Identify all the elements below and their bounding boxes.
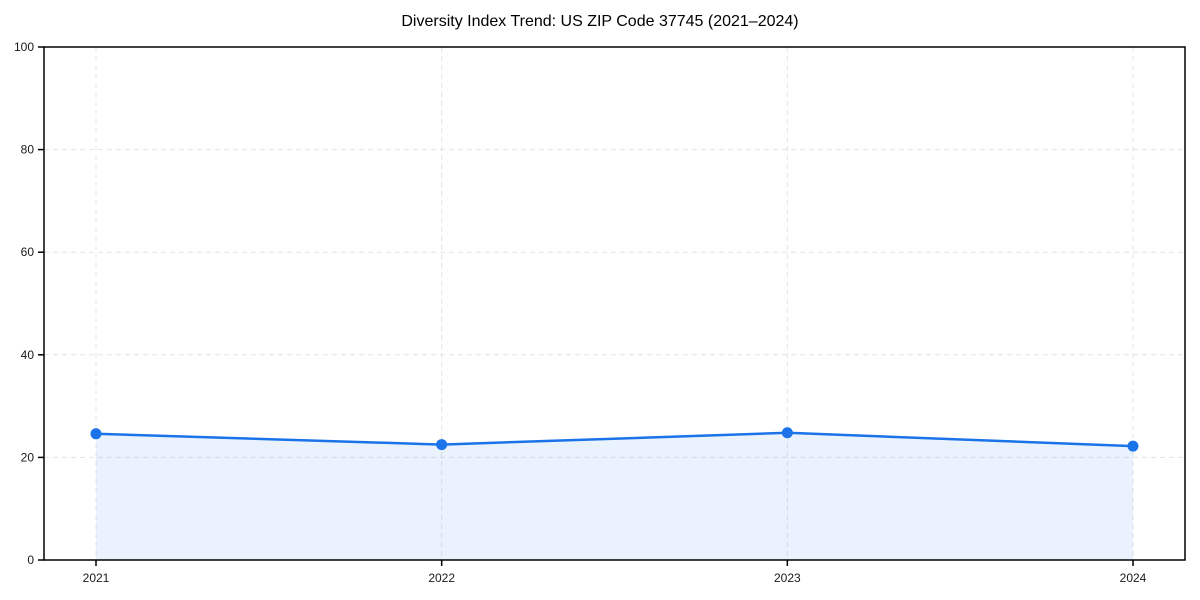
area-fill bbox=[96, 432, 1133, 560]
trend-line bbox=[94, 431, 1135, 448]
x-tick-label: 2023 bbox=[774, 571, 801, 585]
data-point-marker[interactable] bbox=[436, 439, 448, 451]
x-tick-label: 2021 bbox=[83, 571, 110, 585]
axis-frame bbox=[43, 46, 1186, 561]
y-tick-label: 80 bbox=[21, 143, 35, 157]
y-tick-label: 60 bbox=[21, 245, 35, 259]
y-tick-label: 0 bbox=[27, 553, 34, 567]
chart-title: Diversity Index Trend: US ZIP Code 37745… bbox=[401, 13, 799, 30]
y-tick-label: 20 bbox=[21, 450, 35, 464]
data-point-marker[interactable] bbox=[90, 428, 102, 440]
x-tick-label: 2022 bbox=[428, 571, 455, 585]
y-tick-label: 40 bbox=[21, 348, 35, 362]
data-point-marker[interactable] bbox=[781, 427, 793, 439]
x-tick-label: 2024 bbox=[1120, 571, 1147, 585]
data-point-marker[interactable] bbox=[1127, 440, 1139, 452]
y-tick-label: 100 bbox=[14, 40, 34, 54]
